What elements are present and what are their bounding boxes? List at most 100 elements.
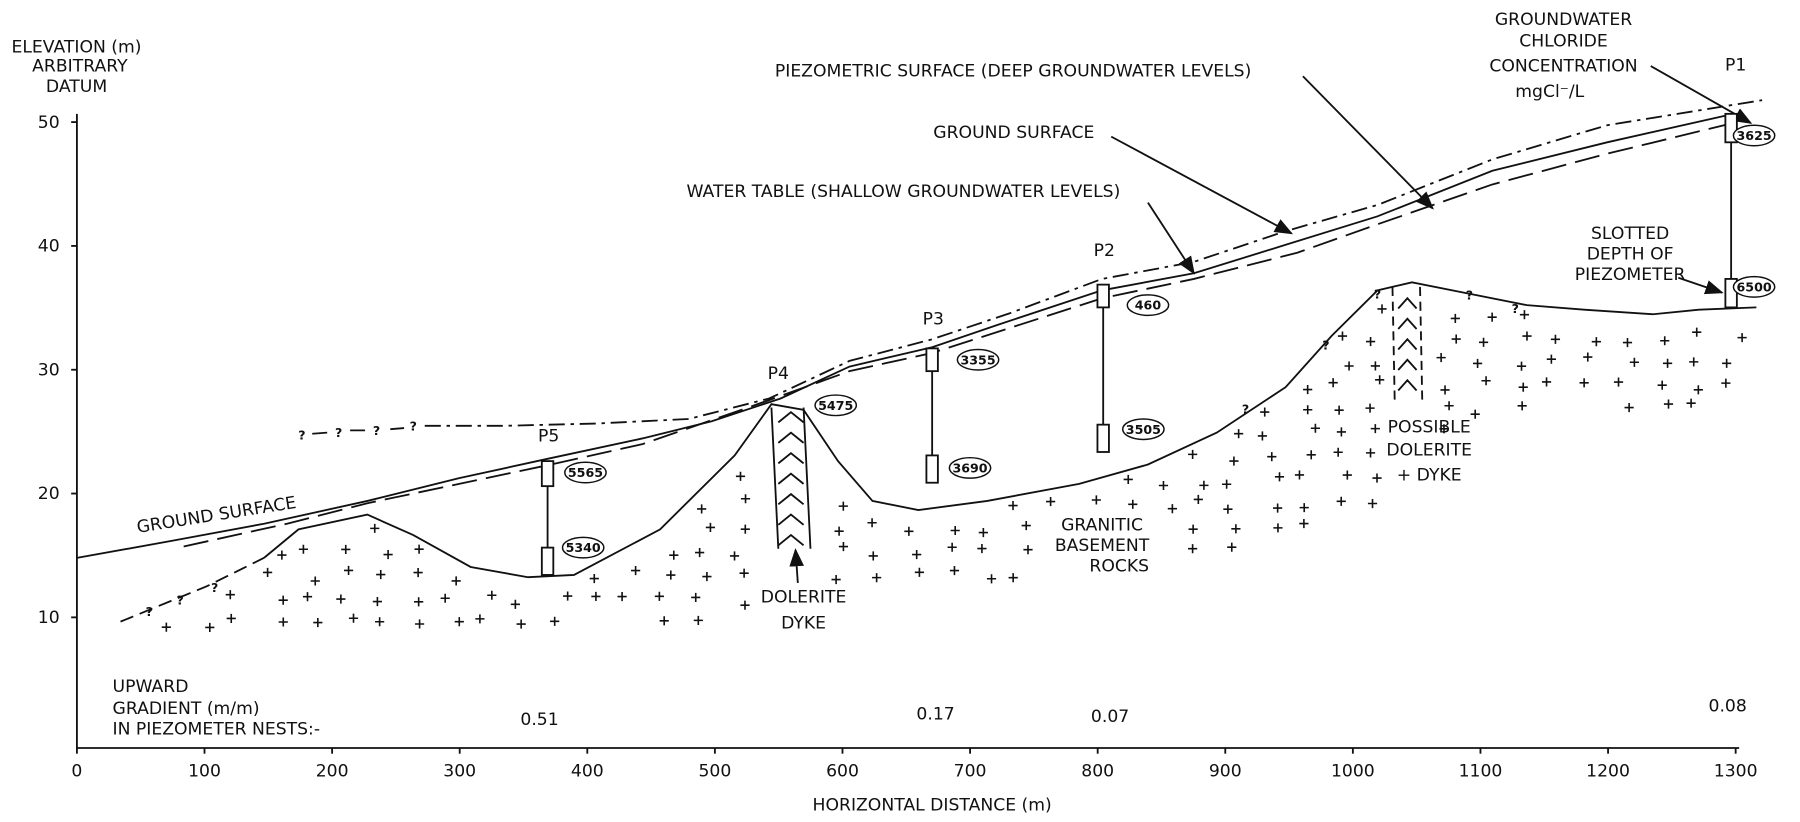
plus — [1370, 361, 1380, 371]
plus — [1478, 337, 1489, 347]
plus — [1591, 337, 1601, 347]
plus — [277, 550, 287, 560]
y-tick-label: 10 — [38, 608, 60, 628]
query-mark: ? — [1512, 301, 1519, 316]
plus — [348, 613, 359, 623]
plus — [550, 616, 560, 626]
possible-dyke — [1391, 286, 1424, 405]
label: DEPTH OF — [1587, 245, 1674, 265]
plus — [413, 568, 423, 578]
plus — [1692, 327, 1702, 337]
chloride-oval — [948, 456, 992, 479]
y-title: ELEVATION (m) — [11, 37, 141, 57]
ground-surface — [76, 112, 1734, 559]
label: GROUND SURFACE — [933, 123, 1094, 143]
plus — [666, 570, 676, 580]
plus — [1008, 501, 1018, 511]
label: mgCl⁻/L — [1515, 82, 1584, 102]
plus — [1583, 352, 1593, 362]
plus — [1158, 480, 1169, 491]
plus — [1257, 431, 1267, 441]
chloride-oval — [1732, 275, 1776, 298]
piezometric-surface — [312, 99, 1763, 435]
plus — [1273, 503, 1283, 513]
piezometer-name: P3 — [923, 310, 944, 330]
plus — [510, 599, 520, 609]
plus — [1546, 354, 1556, 364]
plus — [383, 550, 393, 560]
arrow — [1110, 135, 1294, 235]
label: PIEZOMETER — [1575, 265, 1686, 285]
plus — [1663, 399, 1674, 409]
plus — [914, 567, 925, 577]
plus — [1470, 409, 1480, 419]
x-tick-label: 0 — [71, 762, 82, 782]
chloride-value: 5475 — [818, 398, 853, 413]
plus — [341, 544, 351, 555]
plus — [1693, 385, 1703, 395]
plus — [414, 544, 424, 554]
plus — [205, 622, 215, 632]
plus — [1193, 494, 1203, 504]
plus — [1336, 427, 1346, 437]
y-tick-label: 30 — [38, 360, 60, 380]
plus — [735, 471, 746, 481]
plus — [516, 619, 526, 629]
x-tick-label: 200 — [316, 762, 349, 782]
plus — [1737, 333, 1747, 343]
screen — [925, 454, 939, 484]
chloride-oval — [956, 348, 1000, 371]
plus — [1517, 401, 1527, 411]
plus — [1657, 380, 1667, 390]
plus — [739, 568, 749, 578]
query-mark: ? — [211, 580, 218, 595]
plus — [838, 501, 848, 511]
plus — [370, 523, 380, 533]
screen — [540, 546, 555, 576]
plus — [978, 528, 988, 538]
chloride-value: 5340 — [566, 540, 601, 555]
plus — [693, 615, 703, 625]
basement-inferred — [120, 557, 265, 623]
plus — [591, 591, 601, 601]
chloride-oval — [1732, 124, 1776, 147]
plus — [1328, 378, 1338, 388]
arrow — [1302, 75, 1434, 210]
plus — [702, 572, 712, 582]
plus — [1167, 504, 1177, 514]
plus — [454, 617, 464, 627]
plus — [1472, 358, 1483, 369]
water-table — [183, 122, 1734, 548]
plus — [1306, 450, 1316, 460]
plus — [1436, 353, 1446, 363]
plus — [1444, 401, 1454, 411]
plus — [659, 616, 669, 626]
plus — [834, 526, 844, 536]
plus — [1370, 424, 1380, 434]
plus — [1227, 542, 1237, 552]
plus — [1021, 520, 1031, 531]
plus — [1519, 310, 1530, 320]
plus — [1550, 334, 1561, 344]
query-mark: ? — [1374, 286, 1381, 301]
plus — [868, 551, 878, 561]
query-mark: ? — [1466, 287, 1473, 302]
screen — [1724, 112, 1738, 144]
x-tick-label: 1300 — [1714, 762, 1758, 782]
plus — [1303, 384, 1313, 395]
plus — [697, 504, 707, 514]
x-tick-label: 400 — [571, 762, 604, 782]
plus — [654, 591, 664, 601]
plus — [1439, 424, 1449, 434]
piezometer-name: P5 — [538, 427, 559, 447]
plus — [1516, 361, 1527, 371]
plus — [1046, 497, 1056, 507]
plus — [1450, 313, 1460, 323]
plus — [947, 542, 957, 552]
plus — [695, 548, 705, 558]
plus — [336, 594, 346, 604]
plus — [1487, 312, 1497, 322]
plus — [1365, 403, 1375, 413]
piezometer-name: P1 — [1725, 56, 1746, 76]
query-mark: ? — [1242, 401, 1249, 416]
